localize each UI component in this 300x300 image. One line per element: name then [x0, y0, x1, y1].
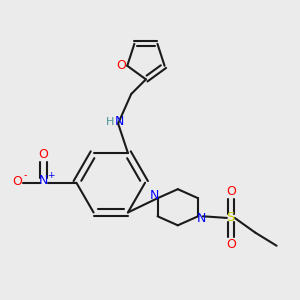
Text: N: N [115, 116, 124, 128]
Text: O: O [116, 59, 126, 72]
Text: O: O [226, 238, 236, 251]
Text: H: H [106, 117, 114, 127]
Text: N: N [39, 174, 48, 187]
Text: O: O [13, 175, 22, 188]
Text: -: - [23, 170, 27, 181]
Text: O: O [39, 148, 49, 161]
Text: O: O [226, 184, 236, 198]
Text: S: S [226, 212, 235, 224]
Text: N: N [197, 212, 206, 225]
Text: N: N [150, 189, 159, 202]
Text: +: + [47, 171, 55, 180]
